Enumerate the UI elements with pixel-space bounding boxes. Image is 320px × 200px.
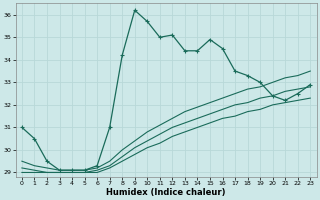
X-axis label: Humidex (Indice chaleur): Humidex (Indice chaleur) <box>106 188 226 197</box>
